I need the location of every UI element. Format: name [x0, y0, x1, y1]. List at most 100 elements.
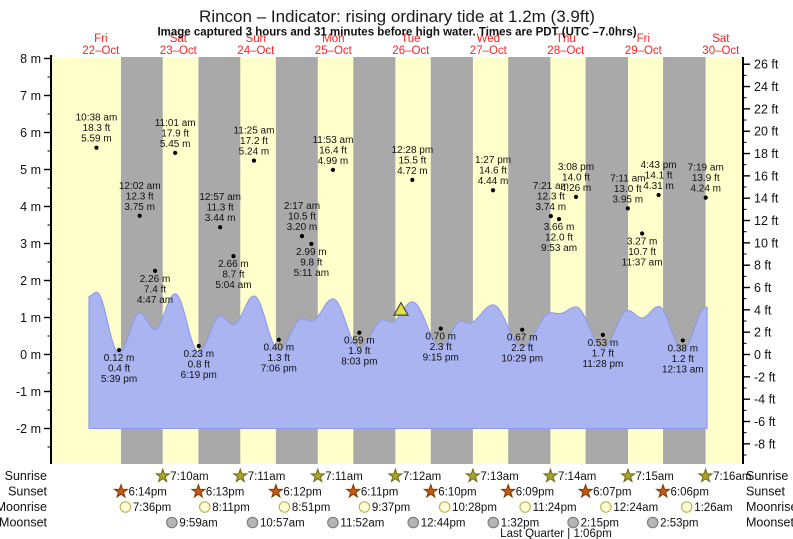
low-tide-label: 6:19 pm	[181, 370, 217, 381]
high-tide-label: 3.75 m	[124, 202, 155, 213]
low-tide-label: 0.59 m	[344, 336, 375, 347]
low-tide-label: 1.7 ft	[592, 348, 614, 359]
moonrise-circle-icon	[358, 501, 371, 513]
moonset-circle-icon	[246, 516, 259, 529]
low-tide-label: 0.12 m	[104, 353, 135, 364]
day-of-week-label: Sun	[246, 33, 266, 45]
sunrise-star-icon	[309, 467, 326, 483]
low-tide-label: 11:28 pm	[582, 359, 623, 370]
low-tide-label: 2.99 m	[296, 247, 327, 258]
sunset-time: 6:13pm	[206, 487, 244, 499]
moonrise-circle-icon	[278, 501, 291, 513]
day-date-label: 28–Oct	[547, 45, 585, 57]
sunset-star-icon	[267, 483, 284, 499]
tide-extreme-dot	[680, 338, 685, 343]
high-tide-label: 12:02 am	[119, 181, 161, 192]
sunset-star-icon	[422, 483, 439, 499]
day-date-label: 22–Oct	[82, 45, 120, 57]
sunset-time: 6:10pm	[438, 487, 476, 499]
moonrise-circle-icon	[438, 501, 451, 513]
moonrise-circle-icon	[198, 501, 211, 513]
sunrise-row-label-left: Sunrise	[5, 469, 47, 483]
low-tide-label: 5:11 am	[294, 268, 329, 279]
low-tide-label: 3.66 m	[544, 222, 575, 233]
tide-extreme-dot	[152, 268, 158, 273]
right-axis-label: 14 ft	[754, 192, 779, 206]
moonset-time: 2:53pm	[660, 518, 698, 530]
day-of-week-label: Sat	[712, 33, 730, 45]
chart-layers: 8 m 7 m 6 m 5 m 4 m 3 m 2 m 1 m 0 m -1 m -2 m 26 ft…	[0, 33, 793, 539]
sunset-row: Sunset Sunset 6:14pm 6:13pm 6:12pm 6:11pm 6:10…	[8, 483, 785, 499]
high-tide-label: 7:11 am	[610, 173, 645, 184]
tide-extreme-dot	[600, 332, 605, 337]
right-axis-label: 20 ft	[754, 125, 779, 139]
sunrise-row-label-right: Sunrise	[746, 469, 788, 483]
sunrise-time: 7:15am	[636, 471, 674, 483]
sunrise-time: 7:11am	[248, 471, 286, 483]
sunrise-star-icon	[387, 467, 404, 483]
day-of-week-label: Fri	[94, 33, 107, 45]
day-date-label: 27–Oct	[470, 45, 508, 57]
tide-extreme-dot	[276, 337, 281, 342]
sunset-star-icon	[345, 483, 362, 499]
sunset-star-icon	[500, 483, 517, 499]
day-date-label: 23–Oct	[160, 45, 198, 57]
moonset-time: 11:52am	[340, 518, 384, 530]
sunrise-time: 7:14am	[558, 471, 596, 483]
moonrise-circle-icon	[119, 501, 132, 513]
sunset-time: 6:11pm	[361, 487, 399, 499]
high-tide-label: 3.20 m	[287, 222, 318, 233]
tide-extreme-dot	[438, 326, 443, 331]
left-axis-label: 7 m	[20, 89, 41, 103]
low-tide-label: 7.4 ft	[144, 284, 166, 295]
sunset-time: 6:07pm	[593, 487, 631, 499]
sunrise-time: 7:16am	[713, 471, 751, 483]
low-tide-label: 0.8 ft	[188, 359, 210, 370]
low-tide-label: 7:06 pm	[261, 364, 297, 375]
moonset-circle-icon	[567, 516, 579, 529]
high-tide-label: 14.6 ft	[479, 166, 507, 177]
sunrise-star-icon	[464, 467, 481, 483]
moonset-circle-icon	[487, 516, 500, 529]
sunrise-star-icon	[542, 467, 559, 483]
high-tide-label: 13.9 ft	[692, 173, 720, 184]
high-tide-label: 1:27 pm	[475, 155, 511, 166]
high-tide-label: 3.44 m	[205, 213, 236, 224]
day-date-label: 25–Oct	[315, 45, 353, 57]
high-tide-label: 7:19 am	[688, 163, 724, 174]
low-tide-label: 0.53 m	[588, 338, 619, 349]
moonset-circle-icon	[327, 516, 339, 529]
left-axis-label: -2 m	[16, 422, 41, 436]
day-labels: Fri22–OctSat23–OctSun24–OctMon25–OctTue2…	[82, 33, 740, 57]
right-axis-label: 4 ft	[754, 303, 772, 317]
moonrise-time: 10:28pm	[452, 502, 497, 514]
axes: 8 m 7 m 6 m 5 m 4 m 3 m 2 m 1 m 0 m -1 m -2 m 26 ft…	[16, 52, 779, 464]
tide-extreme-dot	[251, 158, 257, 163]
sunset-time: 6:06pm	[671, 487, 709, 499]
sunrise-time: 7:13am	[480, 471, 518, 483]
right-axis-label: 0 ft	[754, 348, 772, 362]
moonrise-time: 11:24pm	[533, 502, 577, 514]
left-axis-label: 2 m	[20, 274, 41, 288]
high-tide-label: 17.9 ft	[161, 128, 189, 139]
moonrise-circle-icon	[680, 501, 693, 513]
tide-extreme-dot	[94, 145, 99, 150]
low-tide-label: 9.8 ft	[300, 257, 322, 268]
high-tide-label: 5.59 m	[81, 134, 112, 145]
high-tide-label: 11.3 ft	[207, 203, 234, 214]
moonset-circle-icon	[407, 516, 420, 529]
low-tide-label: 9:53 am	[541, 243, 577, 254]
moonrise-time: 8:51pm	[292, 502, 330, 514]
right-axis-label: -8 ft	[754, 437, 776, 451]
high-tide-label: 13.0 ft	[614, 184, 642, 195]
high-tide-label: 18.3 ft	[83, 123, 111, 134]
moonrise-time: 9:37pm	[372, 502, 410, 514]
high-tide-label: 12:28 pm	[392, 145, 434, 156]
high-tide-label: 3:08 pm	[558, 162, 594, 173]
left-axis-label: 3 m	[20, 237, 41, 251]
right-axis-label: -2 ft	[754, 370, 776, 384]
sunset-star-icon	[190, 483, 207, 499]
sunrise-time: 7:10am	[170, 471, 208, 483]
